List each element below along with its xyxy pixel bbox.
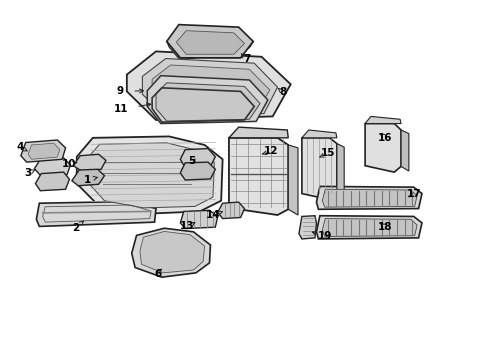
Text: 8: 8 [279, 87, 286, 98]
Text: 5: 5 [188, 157, 195, 166]
Polygon shape [34, 158, 70, 176]
Text: 15: 15 [320, 148, 335, 158]
Polygon shape [140, 231, 204, 273]
Text: 11: 11 [114, 104, 128, 114]
Polygon shape [322, 219, 416, 237]
Polygon shape [316, 186, 421, 209]
Polygon shape [180, 149, 215, 167]
Polygon shape [131, 228, 210, 277]
Polygon shape [298, 216, 316, 239]
Polygon shape [176, 31, 244, 54]
Text: 19: 19 [317, 231, 331, 242]
Polygon shape [336, 144, 344, 199]
Polygon shape [147, 76, 267, 123]
Text: 9: 9 [116, 86, 123, 96]
Polygon shape [365, 116, 400, 123]
Text: 13: 13 [180, 221, 194, 231]
Text: 2: 2 [72, 223, 79, 233]
Polygon shape [301, 138, 336, 200]
Text: 14: 14 [205, 210, 220, 220]
Polygon shape [166, 41, 253, 60]
Polygon shape [301, 130, 336, 138]
Polygon shape [72, 169, 104, 186]
Text: 16: 16 [378, 133, 392, 143]
Polygon shape [322, 189, 416, 207]
Polygon shape [228, 127, 287, 138]
Polygon shape [316, 216, 421, 239]
Polygon shape [86, 143, 214, 208]
Polygon shape [28, 143, 60, 159]
Polygon shape [35, 172, 69, 191]
Polygon shape [365, 123, 400, 172]
Polygon shape [126, 51, 290, 120]
Polygon shape [21, 140, 65, 162]
Polygon shape [166, 24, 253, 58]
Polygon shape [142, 59, 277, 116]
Polygon shape [77, 136, 222, 214]
Text: 4: 4 [16, 142, 23, 152]
Polygon shape [152, 65, 269, 113]
Polygon shape [400, 130, 408, 171]
Text: 17: 17 [406, 189, 420, 199]
Polygon shape [156, 83, 260, 121]
Polygon shape [73, 154, 106, 171]
Text: 3: 3 [24, 168, 32, 178]
Polygon shape [228, 138, 287, 215]
Polygon shape [36, 202, 156, 226]
Text: 6: 6 [154, 269, 161, 279]
Text: 10: 10 [62, 159, 77, 169]
Polygon shape [287, 145, 297, 215]
Text: 7: 7 [243, 54, 250, 64]
Text: 12: 12 [264, 147, 278, 157]
Polygon shape [180, 162, 215, 180]
Polygon shape [180, 210, 217, 229]
Polygon shape [217, 202, 244, 219]
Text: 1: 1 [83, 175, 90, 185]
Text: 18: 18 [378, 222, 392, 232]
